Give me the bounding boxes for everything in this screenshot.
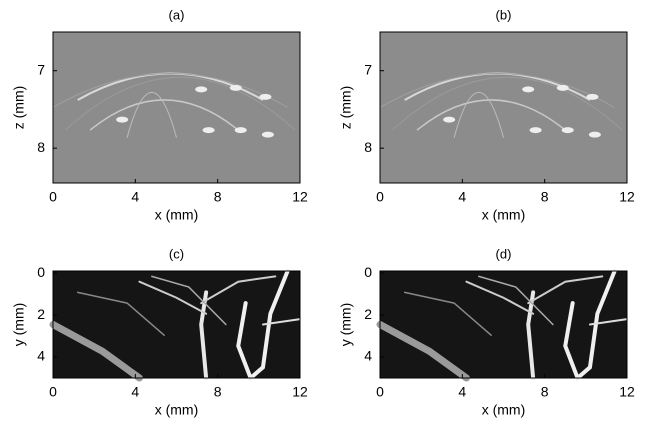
y-axis-label: z (mm) (11, 86, 27, 130)
x-axis-label: x (mm) (482, 402, 526, 418)
y-axis-label: y (mm) (11, 303, 27, 347)
panel: (b) 0 4 8 12 7 8 x (mm) z (mm) (338, 7, 635, 222)
x-axis-label: x (mm) (155, 207, 199, 223)
x-tick-label: 0 (376, 384, 384, 400)
x-tick-label: 4 (458, 189, 466, 205)
x-tick-label: 12 (619, 384, 635, 400)
image-feature (116, 117, 128, 123)
y-tick-label: 0 (37, 264, 45, 280)
x-tick-label: 0 (49, 384, 57, 400)
x-tick-label: 4 (131, 384, 139, 400)
image-feature (259, 94, 271, 100)
x-tick-label: 12 (292, 384, 308, 400)
y-axis-label: y (mm) (338, 303, 354, 347)
y-tick-label: 0 (364, 264, 372, 280)
image-feature (230, 85, 242, 91)
y-axis-label: z (mm) (338, 86, 354, 130)
x-tick-label: 4 (458, 384, 466, 400)
panel: (d) 0 4 8 12 0 2 4 x (mm) y (mm) (338, 246, 635, 417)
image-feature (557, 85, 569, 91)
panel-title: (c) (169, 246, 184, 261)
x-tick-label: 8 (541, 384, 549, 400)
x-axis-label: x (mm) (155, 402, 199, 418)
image-feature (589, 132, 601, 138)
x-tick-label: 8 (214, 189, 222, 205)
image-background (380, 32, 627, 183)
x-tick-label: 0 (376, 189, 384, 205)
y-tick-label: 2 (364, 306, 372, 322)
image-feature (195, 86, 207, 92)
image-background (53, 32, 300, 183)
y-tick-label: 7 (37, 61, 45, 77)
panel-title: (d) (496, 246, 512, 261)
image-feature (530, 127, 542, 133)
x-tick-label: 12 (292, 189, 308, 205)
panel: (c) 0 4 8 12 0 2 4 x (mm) y (mm) (11, 246, 308, 417)
x-tick-label: 8 (214, 384, 222, 400)
y-tick-label: 4 (364, 348, 372, 364)
y-tick-label: 2 (37, 306, 45, 322)
x-tick-label: 4 (131, 189, 139, 205)
x-tick-label: 8 (541, 189, 549, 205)
image-feature (443, 117, 455, 123)
image-feature (203, 127, 215, 133)
panel-title: (a) (169, 7, 185, 22)
image-feature (586, 94, 598, 100)
y-tick-label: 8 (364, 139, 372, 155)
image-feature (235, 127, 247, 133)
image-feature (562, 127, 574, 133)
panel-title: (b) (496, 7, 512, 22)
y-tick-label: 7 (364, 61, 372, 77)
x-axis-label: x (mm) (482, 207, 526, 223)
x-tick-label: 0 (49, 189, 57, 205)
y-tick-label: 4 (37, 348, 45, 364)
image-feature (262, 132, 274, 138)
y-tick-label: 8 (37, 139, 45, 155)
panel: (a) 0 4 8 12 7 8 x (mm) z (mm) (11, 7, 308, 222)
figure: (a) 0 4 8 12 7 8 x (mm) z (mm) (b) 0 4 8 12 7 8 x (mm) z … (0, 0, 646, 426)
image-feature (522, 86, 534, 92)
x-tick-label: 12 (619, 189, 635, 205)
